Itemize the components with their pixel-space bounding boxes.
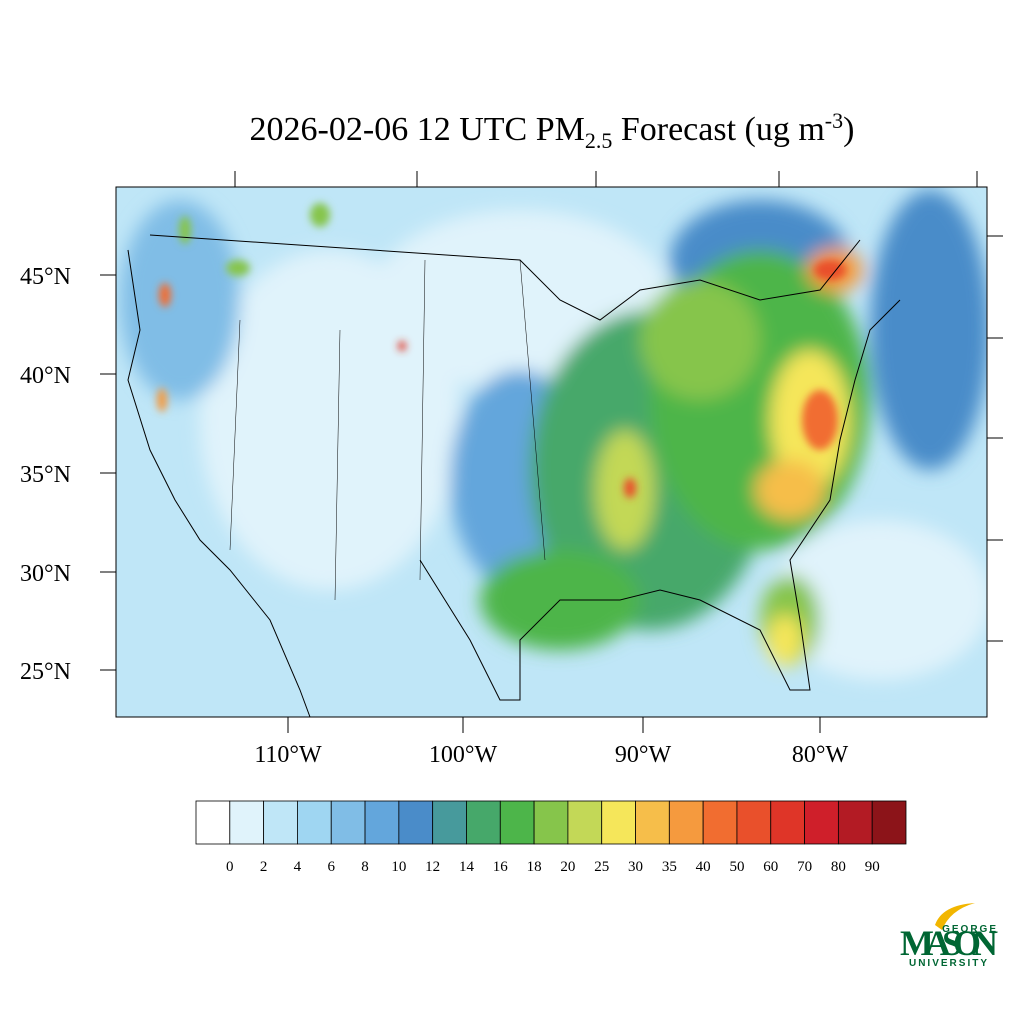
- colorbar-label: 25: [594, 859, 609, 875]
- colorbar-box: [229, 800, 265, 845]
- colorbar-box: [567, 800, 603, 845]
- colorbar-box: [635, 800, 670, 845]
- logo: GEORGE MASON UNIVERSITY: [900, 903, 998, 969]
- colorbar-box: [499, 800, 535, 845]
- colorbar-label: 80: [831, 859, 846, 875]
- colorbar-label: 8: [361, 859, 369, 875]
- colorbar-box: [770, 800, 805, 845]
- colorbar-box: [466, 800, 501, 845]
- colorbar-label: 12: [425, 859, 440, 875]
- logo-swoosh: [935, 903, 975, 930]
- colorbar-box: [195, 800, 231, 845]
- colorbar-label: 4: [294, 859, 302, 875]
- colorbar-label: 10: [391, 859, 406, 875]
- colorbar-label: 0: [226, 859, 234, 875]
- lat-label: 45°N: [20, 264, 71, 290]
- colorbar-box: [871, 800, 907, 845]
- coastline: [127, 249, 311, 717]
- colorbar-box: [702, 800, 738, 845]
- lat-label: 35°N: [20, 462, 71, 488]
- logo-bottom: UNIVERSITY: [909, 958, 989, 969]
- lat-label: 25°N: [20, 659, 71, 685]
- colorbar-label: 20: [560, 859, 575, 875]
- lon-label: 90°W: [615, 742, 672, 768]
- map-field: [116, 187, 987, 717]
- title: 2026-02-06 12 UTC PM2.5 Forecast (ug m-3…: [250, 108, 855, 153]
- lon-label: 80°W: [792, 742, 849, 768]
- colorbar-label: 30: [628, 859, 643, 875]
- logo-top: GEORGE: [942, 924, 998, 935]
- colorbar: 0 2 4 6 8 10 12 14 16 18 20 25 30 35 40 50 60 70 80 90: [195, 800, 907, 875]
- colorbar-label: 50: [729, 859, 744, 875]
- title-text: 2026-02-06 12 UTC PM: [250, 111, 585, 148]
- lon-label: 110°W: [254, 742, 322, 768]
- colorbar-box: [668, 800, 704, 845]
- colorbar-label: 2: [260, 859, 268, 875]
- lon-label: 100°W: [429, 742, 498, 768]
- boundaries: [127, 234, 901, 717]
- lat-label: 40°N: [20, 363, 71, 389]
- map-frame: [115, 186, 988, 718]
- colorbar-box: [804, 800, 839, 845]
- title-superscript: -3: [825, 108, 843, 133]
- logo-main: MASON: [900, 923, 998, 963]
- colorbar-box: [364, 800, 400, 845]
- lat-label: 30°N: [20, 561, 71, 587]
- colorbar-box: [263, 800, 298, 845]
- colorbar-label: 16: [493, 859, 509, 875]
- colorbar-box: [837, 800, 873, 845]
- colorbar-label: 90: [865, 859, 880, 875]
- colorbar-label: 40: [696, 859, 711, 875]
- colorbar-label: 60: [763, 859, 778, 875]
- frame-ticks: [100, 171, 1003, 733]
- lat-labels: 45°N 40°N 35°N 30°N 25°N: [20, 264, 71, 685]
- coastline: [419, 299, 901, 701]
- lon-labels: 110°W 100°W 90°W 80°W: [254, 742, 848, 768]
- colorbar-label: 18: [527, 859, 542, 875]
- colorbar-box: [601, 800, 636, 845]
- title-text: ): [843, 111, 854, 148]
- colorbar-box: [297, 800, 332, 845]
- colorbar-label: 14: [459, 859, 475, 875]
- colorbar-box: [533, 800, 569, 845]
- state-line: [229, 259, 546, 601]
- colorbar-label: 6: [327, 859, 335, 875]
- title-text: Forecast (ug m: [612, 111, 824, 148]
- colorbar-label: 35: [662, 859, 677, 875]
- colorbar-label: 70: [797, 859, 812, 875]
- colorbar-box: [432, 800, 467, 845]
- colorbar-box: [736, 800, 772, 845]
- border: [149, 234, 861, 321]
- title-subscript: 2.5: [585, 128, 613, 153]
- colorbar-box: [398, 800, 434, 845]
- colorbar-box: [330, 800, 366, 845]
